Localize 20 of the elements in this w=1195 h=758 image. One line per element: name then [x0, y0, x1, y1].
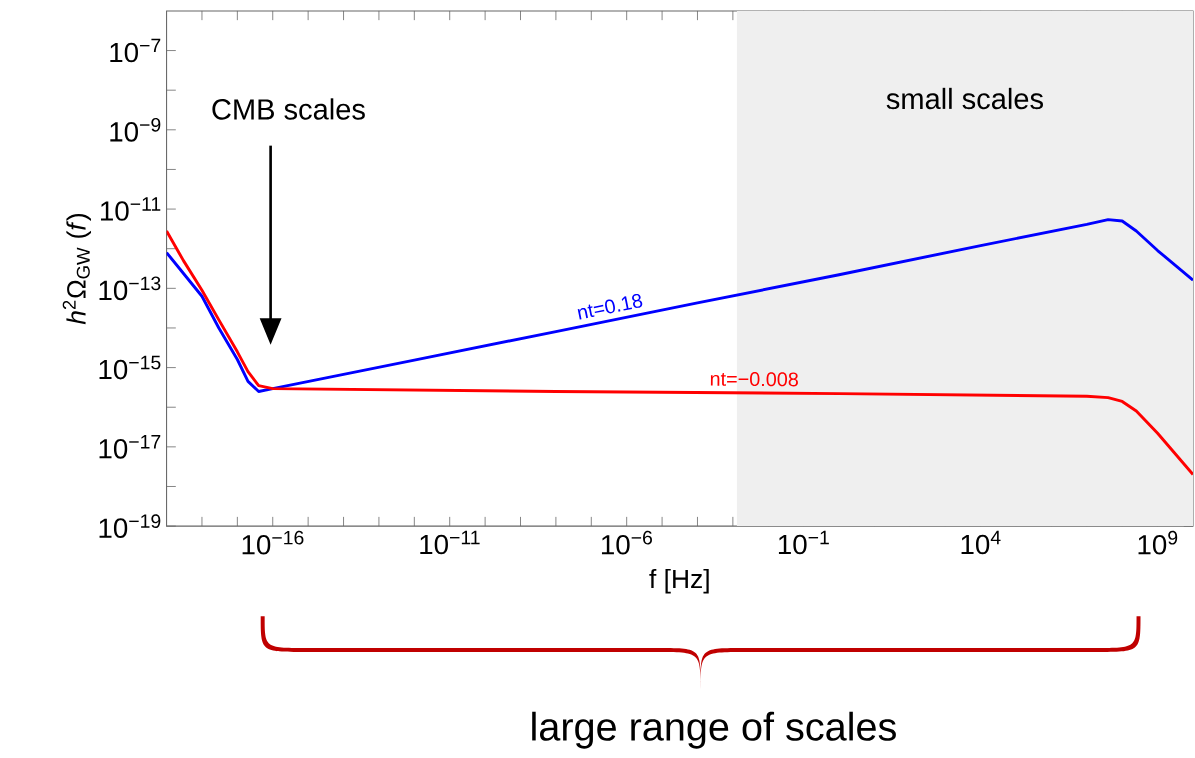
y-tick-label: 10$^{−19}$ — [99, 514, 161, 539]
text: large range of scales — [532, 711, 896, 749]
band-label: small scales — [886, 87, 1043, 110]
x-tick-label: 10$^{−16}$ — [242, 530, 304, 555]
x-axis-title: f [Hz] — [649, 568, 709, 594]
y-tick-label: 10$^{−11}$ — [100, 197, 161, 221]
y-tick-label: 10$^{−9}$ — [110, 117, 161, 142]
y-tick-label: 10$^{−13}$ — [99, 276, 161, 301]
series-label: nt=−0.008 — [710, 372, 798, 387]
y-tick-label: 10$^{−7}$ — [110, 38, 161, 63]
x-tick-label: 10$^{−6}$ — [601, 530, 652, 555]
y-tick-label: 10$^{−15}$ — [99, 355, 161, 380]
y-axis-title: h$^{2}$Ω$_{GW}$ (f) — [62, 213, 92, 325]
x-tick-label: 10$^{−11}$ — [420, 530, 480, 555]
text: nt=0.18 — [577, 293, 643, 320]
y-tick-label: 10$^{−17}$ — [99, 435, 161, 459]
x-tick-label: 10$^{9}$ — [1138, 530, 1178, 555]
x-tick-label: 10$^{−1}$ — [778, 530, 829, 555]
x-tick-label: 10$^{4}$ — [961, 530, 1001, 555]
annotation: CMB scales — [212, 98, 365, 120]
